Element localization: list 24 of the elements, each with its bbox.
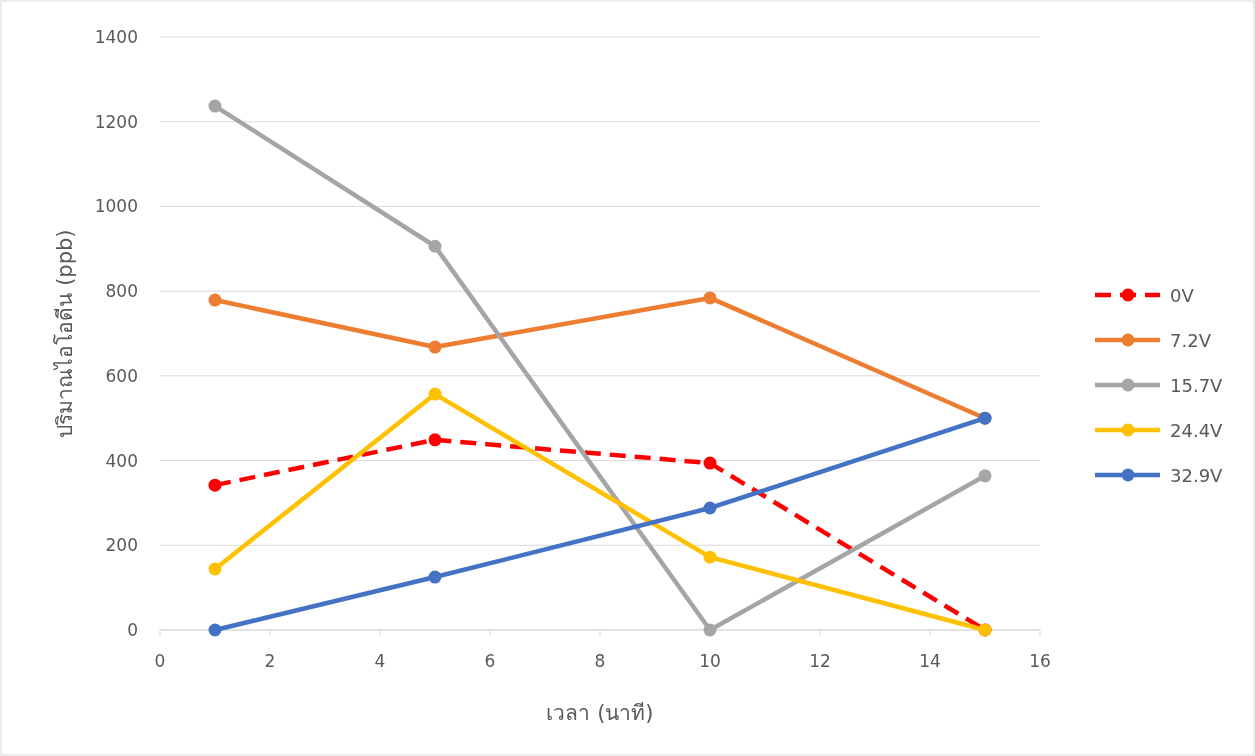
x-tick-label: 2	[264, 651, 276, 671]
x-axis-title: เวลา (นาที)	[546, 701, 654, 725]
x-tick-label: 0	[154, 651, 166, 671]
x-tick-label: 8	[594, 651, 606, 671]
y-tick-label: 400	[105, 450, 138, 471]
legend-label: 7.2V	[1170, 330, 1212, 351]
legend-label: 15.7V	[1170, 375, 1224, 396]
y-tick-label: 1000	[94, 196, 138, 217]
y-tick-label: 1200	[94, 111, 138, 132]
y-tick-label: 600	[105, 365, 138, 386]
x-tick-label: 10	[699, 651, 721, 671]
legend-label: 0V	[1170, 285, 1195, 306]
legend-label: 24.4V	[1170, 420, 1224, 441]
y-axis-title: ปริมาณไอโอดีน (ppb)	[53, 229, 77, 438]
y-tick-label: 800	[105, 281, 138, 302]
x-tick-label: 4	[374, 651, 386, 671]
x-tick-label: 6	[484, 651, 496, 671]
y-tick-label: 0	[127, 620, 138, 640]
x-tick-label: 14	[919, 651, 941, 671]
x-tick-label: 16	[1029, 651, 1051, 671]
y-tick-label: 1400	[94, 27, 138, 47]
y-tick-label: 200	[105, 535, 138, 556]
legend-label: 32.9V	[1170, 465, 1224, 486]
x-tick-label: 12	[809, 651, 831, 671]
